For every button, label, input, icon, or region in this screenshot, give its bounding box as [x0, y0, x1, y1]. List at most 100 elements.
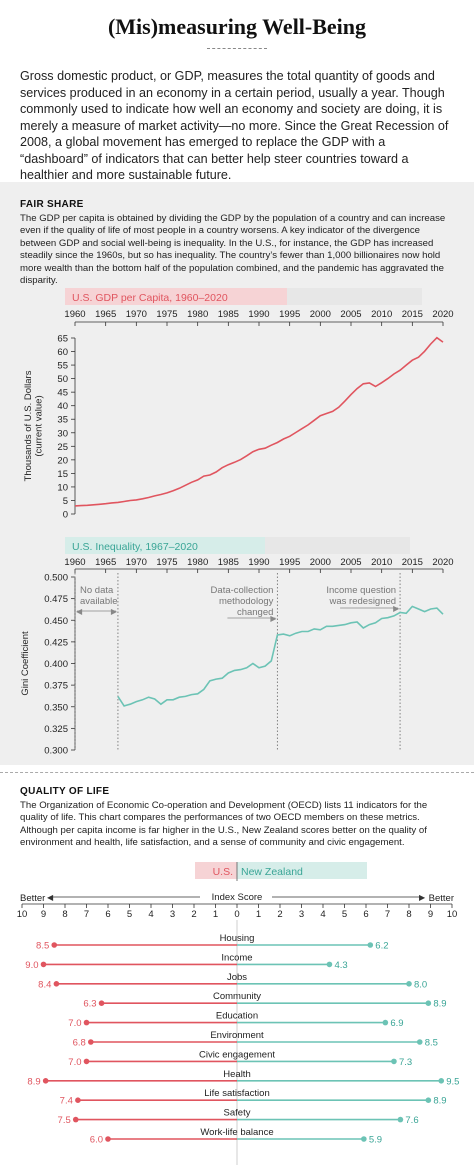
quality-heading: QUALITY OF LIFE	[20, 786, 110, 797]
nz-value-label: 8.9	[433, 999, 446, 1010]
us-value-label: 6.8	[73, 1038, 86, 1049]
gini-y-tick-label: 0.350	[44, 702, 68, 713]
nz-value-label: 8.0	[414, 979, 427, 990]
category-label: Education	[216, 1011, 258, 1022]
us-dot	[75, 1097, 81, 1103]
us-dot	[72, 1116, 79, 1123]
us-dot	[42, 1078, 49, 1084]
intro-paragraph: Gross domestic product, or GDP, measures…	[20, 69, 449, 182]
gini-x-tick-label: 1995	[279, 557, 300, 568]
arrow-left-icon: ◀	[47, 893, 54, 902]
gini-x-tick-label: 1970	[126, 557, 147, 568]
us-legend-label: U.S.	[213, 866, 233, 878]
nz-value-label: 9.5	[446, 1076, 459, 1087]
gdp-y-tick-label: 5	[63, 496, 68, 507]
nz-value-label: 8.5	[425, 1038, 438, 1049]
category-label: Life satisfaction	[204, 1088, 269, 1099]
gdp-x-tick-label: 1965	[95, 309, 116, 320]
gini-x-tick-label: 1990	[248, 557, 269, 568]
nz-dot	[391, 1058, 397, 1065]
x-tick-label: 3	[299, 909, 304, 920]
page-title: (Mis)measuring Well-Being	[107, 14, 367, 39]
x-tick-label: 9	[428, 909, 433, 920]
us-value-label: 8.4	[38, 979, 51, 990]
category-label: Civic engagement	[199, 1049, 275, 1060]
gdp-y-tick-label: 0	[63, 510, 68, 521]
no-data-annotation: available	[80, 596, 118, 607]
category-label: Health	[223, 1069, 250, 1080]
nz-value-label: 4.3	[334, 960, 347, 971]
nz-value-label: 8.9	[433, 1096, 446, 1107]
us-value-label: 8.9	[27, 1076, 40, 1087]
gdp-y-tick-label: 35	[57, 415, 68, 426]
gdp-y-tick-label: 10	[57, 482, 68, 493]
redesign-annotation: Income question	[326, 585, 396, 596]
nz-value-label: 6.2	[375, 941, 388, 952]
x-tick-label: 10	[447, 909, 458, 920]
gdp-chart-title: U.S. GDP per Capita, 1960–2020	[72, 292, 228, 304]
gdp-y-tick-label: 45	[57, 388, 68, 399]
nz-dot	[382, 1019, 389, 1026]
gdp-y-tick-label: 55	[57, 361, 68, 372]
gdp-x-tick-label: 2000	[310, 309, 331, 320]
gdp-title-bg	[65, 288, 287, 305]
category-label: Work-life balance	[200, 1127, 273, 1138]
category-label: Community	[213, 991, 261, 1002]
us-value-label: 9.0	[25, 960, 38, 971]
us-dot	[88, 1039, 94, 1045]
us-label-bg	[195, 862, 237, 879]
arrow-right-icon: ▶	[270, 614, 277, 623]
us-dot	[53, 981, 60, 987]
gdp-y-tick-label: 30	[57, 428, 68, 439]
x-tick-label: 5	[342, 909, 347, 920]
x-tick-label: 3	[170, 909, 175, 920]
gini-y-tick-label: 0.500	[44, 573, 68, 584]
gini-x-tick-label: 2010	[371, 557, 392, 568]
gdp-y-tick-label: 65	[57, 334, 68, 345]
nz-dot	[397, 1116, 404, 1123]
gini-y-tick-label: 0.475	[44, 594, 68, 605]
gini-y-tick-label: 0.450	[44, 616, 68, 627]
us-value-label: 6.0	[90, 1135, 103, 1146]
gdp-x-tick-label: 1985	[218, 309, 239, 320]
gdp-series-line	[74, 336, 444, 507]
us-dot	[83, 1058, 90, 1065]
gdp-y-tick-label: 40	[57, 401, 68, 412]
gdp-x-tick-label: 2010	[371, 309, 392, 320]
nz-dot	[361, 1136, 367, 1142]
gdp-x-tick-label: 1980	[187, 309, 208, 320]
nz-dot	[416, 1039, 423, 1045]
x-tick-label: 5	[127, 909, 132, 920]
nz-dot	[406, 981, 412, 987]
gdp-x-tick-label: 2005	[340, 309, 361, 320]
nz-label-bg	[237, 862, 367, 879]
gini-x-tick-label: 1965	[95, 557, 116, 568]
no-data-annotation: No data	[80, 585, 114, 596]
gdp-chart: U.S. GDP per Capita, 1960–2020 1960 1965 19…	[23, 288, 454, 521]
us-value-label: 8.5	[36, 941, 49, 952]
nz-value-label: 6.9	[390, 1018, 403, 1029]
gini-x-tick-label: 2020	[432, 557, 453, 568]
gini-y-tick-label: 0.425	[44, 637, 68, 648]
category-label: Income	[221, 952, 252, 963]
x-tick-label: 4	[320, 909, 325, 920]
gdp-x-tick-label: 1975	[156, 309, 177, 320]
us-value-label: 7.5	[58, 1115, 71, 1126]
arrow-right-icon: ▶	[393, 604, 400, 613]
fair-share-text: The GDP per capita is obtained by dividi…	[20, 213, 446, 287]
us-dot	[98, 1000, 105, 1006]
arrow-right-icon: ▶	[419, 893, 426, 902]
category-label: Safety	[224, 1108, 251, 1119]
gdp-x-tick-label: 1960	[64, 309, 85, 320]
gdp-x-tick-label: 2015	[402, 309, 423, 320]
quality-text: The Organization of Economic Co-operatio…	[20, 800, 428, 849]
gdp-y-tick-label: 20	[57, 455, 68, 466]
x-axis-label: Index Score	[212, 892, 263, 903]
us-value-label: 7.0	[68, 1018, 81, 1029]
gini-x-tick-label: 1980	[187, 557, 208, 568]
x-tick-label: 7	[385, 909, 390, 920]
category-label: Housing	[220, 933, 255, 944]
methodology-annotation: Data-collection	[211, 585, 274, 596]
x-tick-label: 2	[191, 909, 196, 920]
x-tick-label: 10	[17, 909, 28, 920]
